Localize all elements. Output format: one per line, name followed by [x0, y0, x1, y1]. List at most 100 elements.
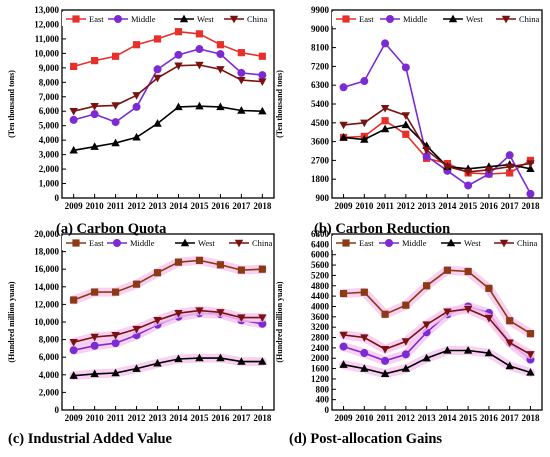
x-tick-label: 2017: [501, 201, 520, 211]
y-tick-label: 2400: [311, 343, 330, 353]
data-point: [443, 346, 452, 354]
series-line: [343, 107, 531, 173]
data-point: [237, 106, 246, 114]
data-point: [111, 288, 120, 296]
data-point: [464, 267, 472, 276]
y-tick-label: 6,000: [39, 106, 60, 116]
legend: East Middle West China: [62, 236, 273, 250]
data-point: [153, 74, 162, 83]
data-point: [111, 332, 120, 340]
legend-swatch-marker: [229, 15, 239, 24]
data-point: [90, 142, 99, 150]
data-point: [360, 364, 369, 372]
data-point: [401, 112, 411, 120]
data-point: [526, 164, 535, 172]
series-line: [73, 357, 263, 377]
data-point: [111, 138, 120, 147]
series-line: [343, 308, 531, 356]
data-point: [153, 35, 162, 43]
y-tick-label: 4800: [311, 281, 330, 291]
y-tick-label: 1600: [311, 364, 330, 374]
data-point: [258, 52, 266, 60]
y-tick-label: 3600: [311, 137, 330, 147]
y-tick-label: 20,000: [34, 229, 59, 239]
series-line: [73, 259, 263, 301]
y-tick-label: 9000: [311, 24, 330, 34]
series-line: [73, 30, 263, 68]
y-tick-label: 6000: [311, 250, 330, 260]
legend-swatch-marker: [448, 14, 458, 23]
data-point: [360, 77, 369, 86]
data-point: [174, 354, 183, 363]
data-point: [484, 314, 494, 323]
series-east: [339, 117, 535, 178]
series-line: [73, 309, 263, 343]
y-tick-label: 0: [55, 405, 60, 415]
y-tick-label: 4,000: [39, 370, 60, 380]
x-tick-label: 2010: [86, 201, 105, 211]
data-point: [153, 358, 162, 367]
series-west: [69, 101, 267, 154]
y-tick-label: 7200: [311, 61, 330, 71]
legend-label: Middle: [403, 14, 428, 24]
data-point: [111, 339, 120, 348]
data-point: [360, 334, 369, 342]
data-point: [216, 50, 225, 59]
data-point: [69, 371, 78, 379]
data-point: [443, 163, 452, 172]
legend-swatch-marker: [342, 239, 350, 247]
data-point: [70, 62, 78, 70]
data-point: [216, 41, 225, 49]
y-tick-label: 9900: [311, 5, 330, 15]
data-point: [69, 339, 78, 347]
x-tick-label: 2015: [459, 201, 478, 211]
legend-swatch-marker: [234, 239, 244, 248]
data-point: [339, 83, 348, 92]
y-tick-label: 8,000: [39, 77, 60, 87]
legend-label: China: [252, 238, 273, 248]
data-point: [381, 356, 390, 365]
y-tick-label: 4,000: [39, 135, 60, 145]
panel-caption: (d) Post-allocation Gains: [289, 431, 442, 447]
data-point: [402, 130, 410, 138]
y-tick-label: 6300: [311, 80, 330, 90]
data-point: [401, 364, 411, 372]
y-tick-label: 12,000: [34, 19, 59, 29]
legend-swatch-marker: [72, 239, 80, 247]
y-tick-label: 14,000: [34, 282, 59, 292]
y-tick-label: 900: [316, 193, 330, 203]
data-point: [258, 106, 267, 115]
data-point: [443, 266, 451, 274]
y-tick-label: 6400: [311, 239, 330, 249]
y-tick-label: 12,000: [34, 299, 59, 309]
series-middle: [69, 45, 267, 127]
y-tick-label: 2700: [311, 155, 330, 165]
data-point: [505, 151, 514, 160]
y-axis-label: (Hundred million yuan): [275, 281, 284, 363]
data-point: [237, 68, 246, 77]
data-point: [111, 52, 120, 60]
panel-caption: (a) Carbon Quota: [56, 221, 167, 237]
data-point: [381, 39, 390, 48]
legend-label: East: [89, 238, 104, 248]
data-point: [464, 181, 473, 190]
x-tick-label: 2009: [65, 413, 84, 423]
data-point: [505, 163, 514, 172]
data-point: [132, 364, 141, 372]
data-point: [339, 342, 348, 351]
data-point: [153, 269, 162, 277]
chart-panel-2: 900 1800 2700 3600 4500 5400 6300 7200 8100 9000 9…: [275, 5, 543, 237]
legend-swatch-marker: [113, 239, 121, 247]
data-point: [423, 282, 431, 290]
series-east: [69, 255, 267, 305]
data-point: [463, 346, 473, 354]
data-point: [526, 330, 535, 338]
x-tick-label: 2018: [253, 201, 272, 211]
data-point: [132, 102, 141, 111]
x-tick-label: 2010: [355, 413, 374, 423]
data-point: [422, 152, 431, 161]
x-tick-label: 2014: [438, 413, 457, 423]
data-point: [237, 314, 246, 322]
x-tick-label: 2009: [335, 413, 354, 423]
